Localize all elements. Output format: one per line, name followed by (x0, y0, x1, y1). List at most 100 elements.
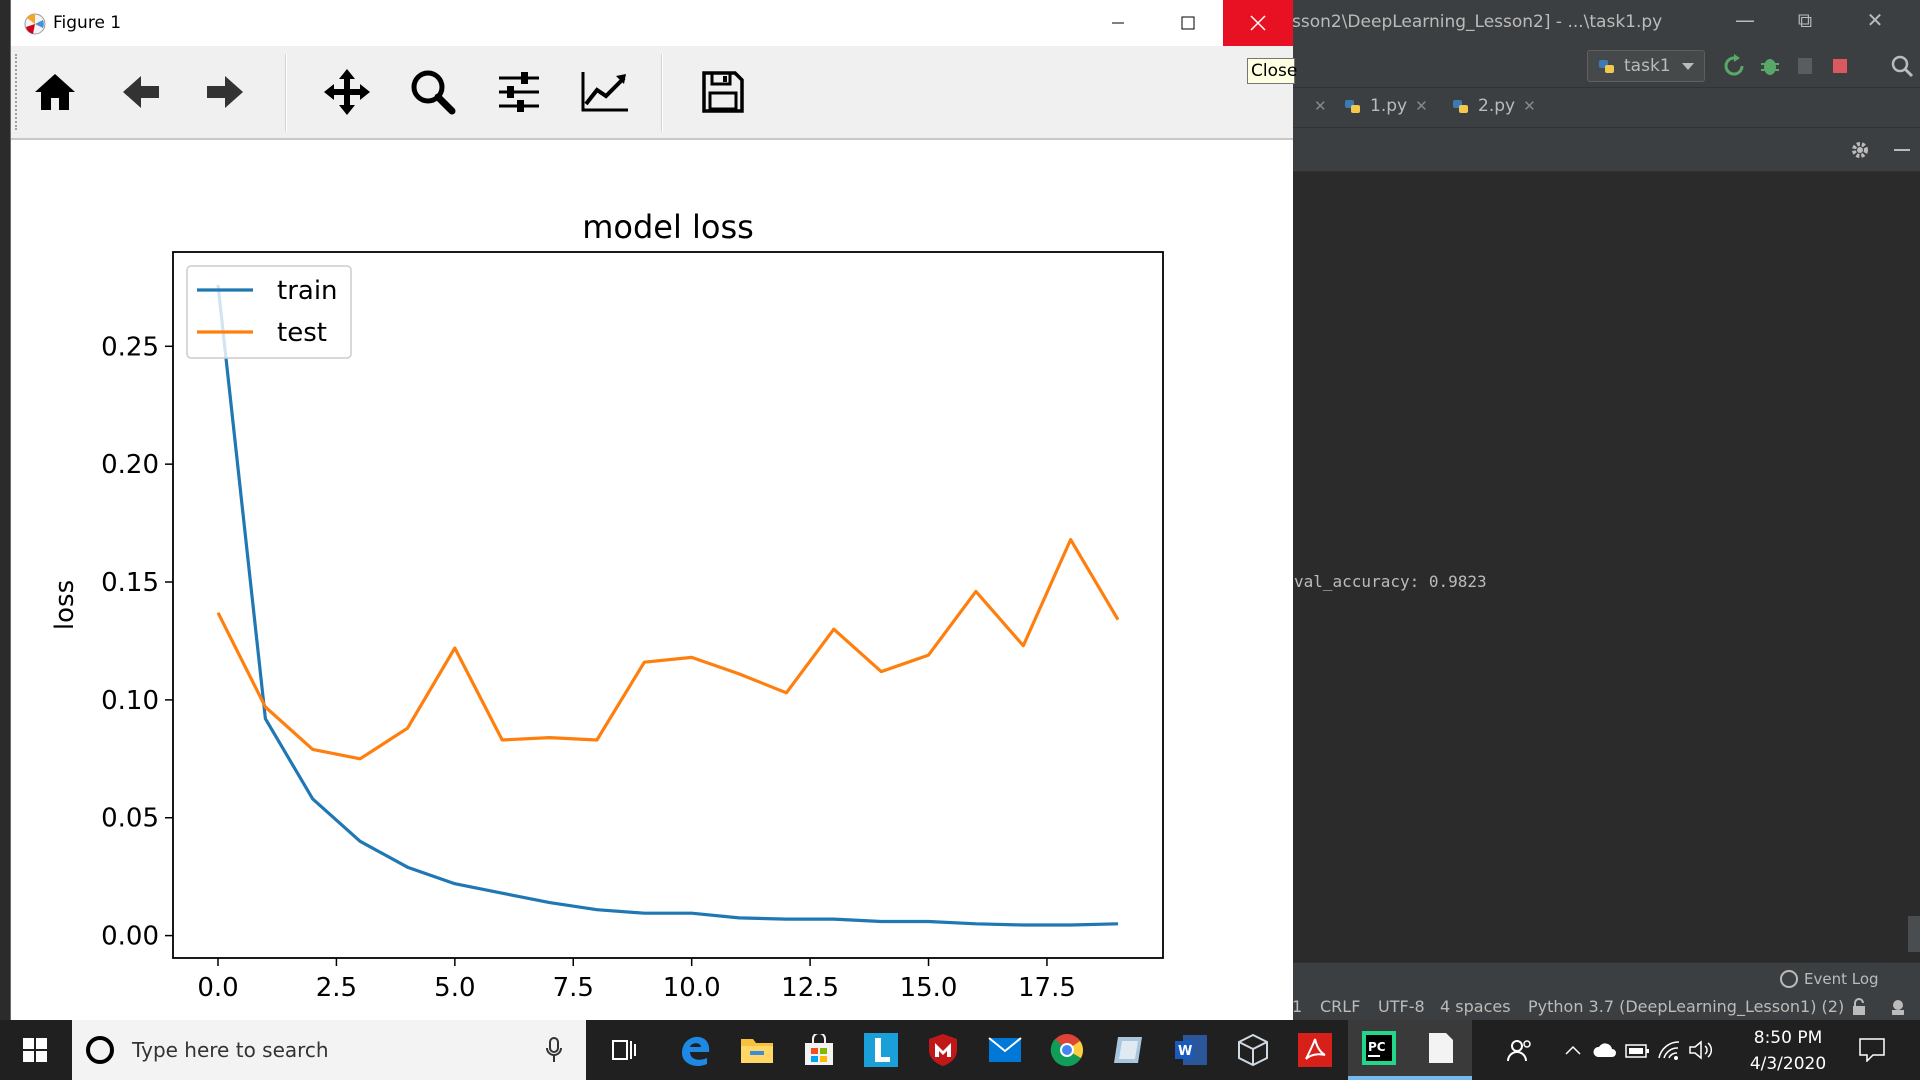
close-button[interactable] (1223, 0, 1293, 46)
clock-time: 8:50 PM (1753, 1028, 1823, 1048)
tab-close-icon[interactable]: ✕ (1314, 97, 1327, 115)
gear-icon[interactable] (1850, 140, 1870, 160)
event-log-button[interactable]: Event Log (1780, 970, 1879, 988)
back-button[interactable] (113, 64, 169, 120)
chevron-down-icon (1682, 63, 1694, 70)
close-icon[interactable]: ✕ (1415, 97, 1428, 115)
windows-taskbar: Type here to search (0, 1020, 1920, 1080)
taskbar-l-app[interactable] (850, 1020, 912, 1080)
figure-window: Figure 1 (10, 0, 1293, 1020)
edit-axis-button[interactable] (577, 64, 633, 120)
save-button[interactable] (695, 64, 751, 120)
taskbar-mail[interactable] (974, 1020, 1036, 1080)
taskbar-file-explorer[interactable] (726, 1020, 788, 1080)
battery-plug-icon (1625, 1044, 1649, 1058)
zoom-button[interactable] (405, 64, 461, 120)
y-tick-label: 0.00 (101, 922, 159, 952)
status-interpreter[interactable]: Python 3.7 (DeepLearning_Lesson1) (2) (1528, 997, 1845, 1016)
taskbar-figure-window[interactable] (1410, 1020, 1472, 1080)
y-axis-label: loss (50, 580, 80, 630)
store-bag-icon (805, 1034, 833, 1065)
rerun-icon[interactable] (1722, 54, 1746, 78)
taskbar-pycharm[interactable]: PC (1348, 1020, 1410, 1080)
search-icon[interactable] (1890, 54, 1914, 78)
chevron-up-icon (1565, 1045, 1581, 1055)
taskbar-search-box[interactable]: Type here to search (72, 1020, 586, 1080)
people-button[interactable] (1500, 1020, 1540, 1080)
taskbar-clock[interactable]: 8:50 PM 4/3/2020 (1740, 1020, 1836, 1080)
search-placeholder: Type here to search (132, 1038, 329, 1062)
hide-panel-icon[interactable] (1894, 149, 1910, 151)
configure-subplots-button[interactable] (491, 64, 547, 120)
ide-restore-button[interactable]: ⧉ (1797, 8, 1813, 32)
taskbar-virtualbox[interactable] (1222, 1020, 1284, 1080)
status-encoding[interactable]: UTF-8 (1378, 997, 1425, 1016)
minimize-button[interactable] (1083, 0, 1153, 46)
taskbar-store[interactable] (788, 1020, 850, 1080)
tab-label: 2.py (1478, 96, 1516, 116)
taskbar-edge[interactable] (664, 1020, 726, 1080)
status-indent[interactable]: 4 spaces (1440, 997, 1511, 1016)
ide-close-button[interactable]: ✕ (1866, 8, 1884, 32)
start-button[interactable] (0, 1020, 70, 1080)
ide-status-bar: 1 CRLF UTF-8 4 spaces Python 3.7 (DeepLe… (1290, 996, 1920, 1020)
home-button[interactable] (27, 64, 83, 120)
tab-2py[interactable]: 2.py ✕ (1452, 96, 1536, 116)
maximize-button[interactable] (1153, 0, 1223, 46)
onedrive-button[interactable] (1590, 1020, 1620, 1080)
lock-icon[interactable] (1850, 998, 1868, 1016)
show-hidden-icons-button[interactable] (1558, 1020, 1588, 1080)
close-icon[interactable]: ✕ (1523, 97, 1536, 115)
ide-minimize-button[interactable]: — (1735, 8, 1755, 32)
run-console[interactable]: val_accuracy: 0.9823 (1290, 172, 1920, 962)
x-tick-label: 7.5 (553, 973, 594, 1003)
status-line-separator[interactable]: CRLF (1320, 997, 1361, 1016)
inspector-icon[interactable] (1888, 998, 1908, 1016)
volume-button[interactable] (1686, 1020, 1716, 1080)
l-letter-app-icon (864, 1033, 898, 1067)
task-view-icon (612, 1040, 636, 1060)
zoom-icon (411, 70, 456, 115)
coverage-icon[interactable] (1794, 54, 1818, 78)
close-tooltip: Close (1247, 58, 1297, 84)
network-button[interactable] (1654, 1020, 1684, 1080)
plot-canvas[interactable]: model loss loss 0.0 2.5 5.0 7.5 10.0 12.5 15.0 17… (11, 140, 1293, 1020)
pan-button[interactable] (319, 64, 375, 120)
debug-icon[interactable] (1758, 54, 1782, 78)
task-view-button[interactable] (592, 1020, 654, 1080)
y-tick-label: 0.15 (101, 568, 159, 598)
ide-title-bar: sson2\DeepLearning_Lesson2] - ...\task1.… (1290, 0, 1920, 44)
cloud-icon (1593, 1043, 1616, 1057)
forward-button[interactable] (197, 64, 253, 120)
python-file-icon (1345, 100, 1360, 113)
microphone-icon[interactable] (544, 1036, 564, 1064)
x-tick-label: 15.0 (900, 973, 958, 1003)
status-column[interactable]: 1 (1292, 997, 1303, 1016)
taskbar-word[interactable]: W (1160, 1020, 1222, 1080)
run-config-dropdown[interactable]: task1 (1587, 50, 1705, 82)
pan-move-icon (324, 69, 370, 115)
mail-icon (988, 1037, 1022, 1062)
taskbar-acrobat[interactable] (1284, 1020, 1346, 1080)
console-scrollbar[interactable] (1908, 916, 1920, 952)
tab-1py[interactable]: 1.py ✕ (1344, 96, 1428, 116)
event-log-icon (1780, 970, 1798, 988)
figure-window-title: Figure 1 (53, 13, 122, 33)
x-tick-label: 17.5 (1018, 973, 1076, 1003)
run-panel-header (1290, 128, 1920, 172)
toolbar-grip[interactable] (15, 54, 19, 130)
people-icon (1507, 1040, 1531, 1062)
stop-icon[interactable] (1828, 54, 1852, 78)
battery-button[interactable] (1622, 1020, 1652, 1080)
virtualbox-cube-icon (1238, 1033, 1268, 1067)
wifi-icon (1658, 1041, 1680, 1060)
taskbar-chrome[interactable] (1036, 1020, 1098, 1080)
word-icon: W (1175, 1035, 1207, 1065)
y-tick-label: 0.05 (101, 804, 159, 834)
python-icon (1599, 60, 1614, 73)
action-center-button[interactable] (1852, 1020, 1892, 1080)
x-tick-label: 0.0 (197, 973, 238, 1003)
taskbar-mcafee[interactable] (912, 1020, 974, 1080)
ide-editor-tabs: ✕ 1.py ✕ 2.py ✕ (1290, 88, 1920, 128)
taskbar-app-tile[interactable] (1098, 1020, 1160, 1080)
